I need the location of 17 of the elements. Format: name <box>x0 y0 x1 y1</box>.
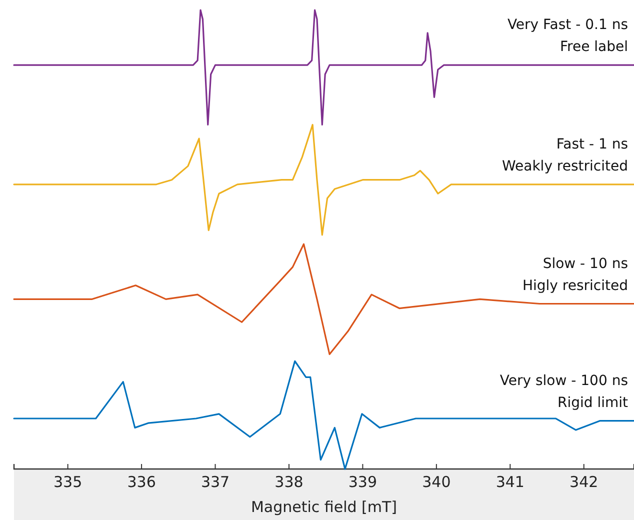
annotation: Weakly restricited <box>502 158 628 174</box>
text: Very Fast - 0.1 ns <box>507 17 628 34</box>
annotation: Free label <box>560 39 628 56</box>
x-tick-label: 335 <box>53 473 82 491</box>
text: Very slow - 100 ns <box>500 372 628 389</box>
x-tick-label: 338 <box>274 473 304 491</box>
annotation: Higly resricited <box>522 278 628 294</box>
x-tick-label: 342 <box>570 473 598 491</box>
x-tick-label: 340 <box>422 473 451 491</box>
annotation: Rigid limit <box>557 394 629 411</box>
text: Slow - 10 ns <box>542 256 628 272</box>
x-tick-label: 341 <box>496 473 524 491</box>
x-tick-label: 337 <box>200 473 230 491</box>
x-axis-title: Magnetic field [mT] <box>250 498 398 516</box>
text: Fast - 1 ns <box>556 136 628 152</box>
x-tick-label: 339 <box>348 473 378 491</box>
x-tick-label: 336 <box>127 473 156 491</box>
